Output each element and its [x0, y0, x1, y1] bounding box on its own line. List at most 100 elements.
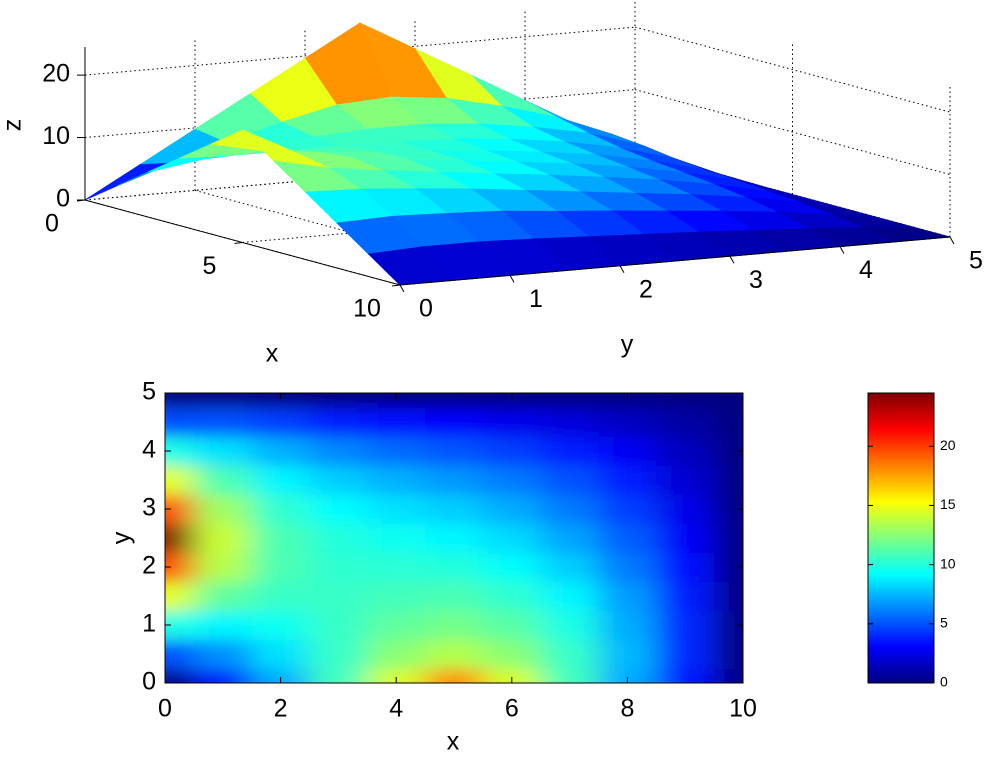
heatmap-cell — [165, 523, 195, 553]
heatmap-cell — [309, 436, 368, 466]
heatmap-cell — [367, 668, 426, 683]
heatmap-cell — [251, 393, 310, 408]
heatmap-cell — [482, 639, 542, 669]
axis-line — [399, 236, 951, 286]
heatmap-cell — [367, 639, 426, 669]
heatmap-cell — [656, 407, 715, 437]
heatmap-cell — [425, 494, 484, 524]
heatmap-cell — [714, 523, 743, 553]
heatmap-cell — [714, 407, 743, 437]
y-tick-label: 2 — [142, 552, 156, 580]
heatmap-cell — [540, 393, 599, 408]
heatmap-cell — [309, 393, 368, 408]
heatmap-cell — [251, 668, 310, 683]
heatmap-cell — [165, 407, 195, 437]
heatmap-cell — [540, 552, 599, 582]
heatmap-cell — [482, 407, 542, 437]
heatmap-cell — [482, 465, 542, 495]
heatmap-cell — [482, 552, 542, 582]
heatmap-cell — [540, 465, 599, 495]
colorbar-tick-label: 5 — [940, 615, 948, 631]
tick-mark — [839, 246, 845, 254]
heatmap-area — [165, 393, 743, 683]
heatmap-cell — [714, 465, 743, 495]
heatmap-cell — [309, 494, 368, 524]
heatmap-cell — [193, 436, 253, 466]
heatmap-cell — [193, 668, 253, 683]
heatmap-cell — [714, 393, 743, 408]
heatmap-cell — [656, 393, 715, 408]
heatmap-cell — [482, 494, 542, 524]
colorbar-tick-label: 15 — [940, 496, 956, 512]
tick-mark — [391, 284, 401, 287]
heatmap-cell — [251, 465, 310, 495]
heatmap-axes: 0 2 4 6 8 10 0 1 2 3 4 5 — [142, 378, 757, 723]
surface — [84, 22, 951, 286]
heatmap-cell — [193, 465, 253, 495]
heatmap-cell — [598, 407, 657, 437]
heatmap-cell — [193, 552, 253, 582]
heatmap-cell — [309, 465, 368, 495]
heatmap-cell — [425, 523, 484, 553]
heatmap-cell — [540, 523, 599, 553]
y-tick-label: 5 — [142, 378, 156, 406]
heatmap-cell — [309, 581, 368, 611]
grid-line — [634, 89, 951, 176]
surface-axes: 0 5 10 0 1 2 3 4 5 0 10 20 — [42, 47, 983, 323]
heatmap-cells — [165, 393, 743, 683]
heatmap-cell — [482, 393, 542, 408]
heatmap-cell — [656, 465, 715, 495]
heatmap-cell — [425, 407, 484, 437]
heatmap-cell — [251, 436, 310, 466]
colorbar-scale — [867, 392, 935, 684]
heatmap-cell — [482, 668, 542, 683]
heatmap-cell — [656, 610, 715, 640]
x-tick-label: 2 — [274, 695, 288, 723]
colorbar: 0 5 10 15 20 — [867, 392, 956, 690]
heatmap-cell — [482, 581, 542, 611]
heatmap-cell — [482, 610, 542, 640]
heatmap-cell — [656, 494, 715, 524]
z-axis-label: z — [0, 119, 27, 132]
heatmap-cell — [425, 465, 484, 495]
heatmap-cell — [425, 668, 484, 683]
heatmap-cell — [598, 465, 657, 495]
heatmap-cell — [598, 494, 657, 524]
x-tick-label: 5 — [203, 252, 217, 280]
heatmap-cell — [309, 407, 368, 437]
x-tick-label: 10 — [353, 295, 381, 323]
heatmap-cell — [482, 436, 542, 466]
heatmap-cell — [656, 436, 715, 466]
heatmap-cell — [540, 639, 599, 669]
tick-mark — [619, 265, 625, 274]
heatmap-cell — [598, 523, 657, 553]
heatmap-cell — [540, 610, 599, 640]
heatmap-cell — [540, 581, 599, 611]
heatmap-cell — [656, 668, 715, 683]
heatmap-cell — [367, 523, 426, 553]
heatmap-cell — [251, 639, 310, 669]
heatmap-cell — [251, 523, 310, 553]
heatmap-cell — [367, 552, 426, 582]
heatmap-cell — [598, 581, 657, 611]
heatmap-cell — [425, 436, 484, 466]
heatmap-cell — [309, 639, 368, 669]
heatmap-cell — [367, 393, 426, 408]
heatmap-cell — [309, 610, 368, 640]
heatmap-cell — [656, 639, 715, 669]
heatmap-cell — [714, 581, 743, 611]
y-tick-label: 3 — [749, 266, 763, 294]
heatmap-cell — [367, 407, 426, 437]
grid-line — [634, 26, 951, 113]
y-axis-label: y — [108, 531, 136, 544]
heatmap-cell — [193, 393, 253, 408]
x-axis-label: x — [447, 728, 460, 756]
heatmap-cell — [482, 523, 542, 553]
heatmap-cell — [598, 393, 657, 408]
heatmap-cell — [309, 668, 368, 683]
z-tick-label: 10 — [42, 122, 70, 150]
heatmap-cell — [656, 552, 715, 582]
heatmap-cell — [425, 552, 484, 582]
tick-mark — [509, 275, 515, 283]
heatmap-cell — [309, 523, 368, 553]
